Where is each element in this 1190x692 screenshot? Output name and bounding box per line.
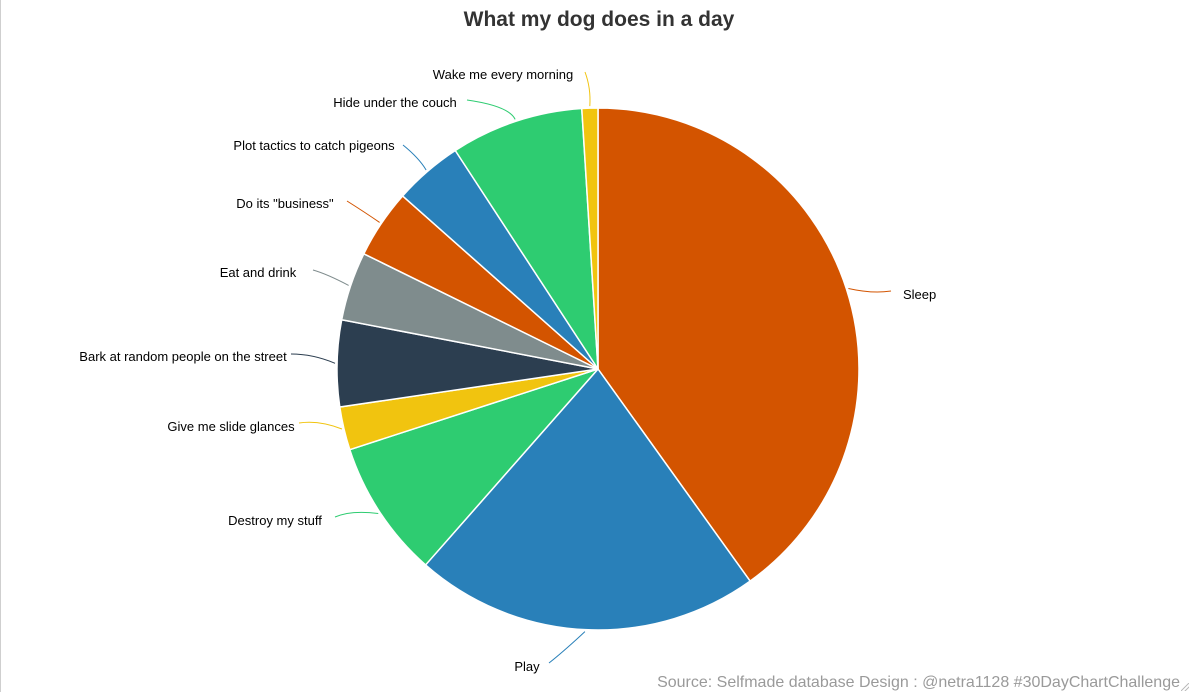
leader-line-hide-under-the-couch — [466, 99, 516, 120]
slice-label-play: Play — [514, 659, 540, 674]
pie-slice-hide-under-the-couch[interactable] — [454, 107, 599, 370]
leader-line-destroy-my-stuff — [334, 511, 379, 518]
leader-line-eat-and-drink — [312, 269, 349, 286]
pie-slice-wake-me-every-morning[interactable] — [581, 107, 599, 370]
resize-grip-icon — [1181, 683, 1189, 691]
source-credit: Source: Selfmade database Design : @netr… — [657, 674, 1180, 691]
slice-label-sleep: Sleep — [903, 287, 936, 302]
chart-title: What my dog does in a day — [463, 8, 735, 31]
pie-slice-sleep[interactable] — [597, 107, 860, 582]
slice-label-give-me-slide-glances: Give me slide glances — [167, 419, 295, 434]
slice-label-wake-me-every-morning: Wake me every morning — [433, 67, 573, 82]
pie-slice-play[interactable] — [424, 368, 751, 631]
slice-label-plot-tactics-to-catch-pigeons: Plot tactics to catch pigeons — [233, 138, 395, 153]
slice-label-destroy-my-stuff: Destroy my stuff — [228, 513, 322, 528]
slice-label-bark-at-random-people-on-the-street: Bark at random people on the street — [79, 349, 287, 364]
leader-line-give-me-slide-glances — [298, 421, 343, 430]
leader-line-sleep — [848, 288, 892, 293]
leader-line-wake-me-every-morning — [584, 71, 591, 107]
leader-line-plot-tactics-to-catch-pigeons — [402, 144, 427, 171]
leader-line-play — [548, 631, 586, 664]
slice-label-eat-and-drink: Eat and drink — [220, 265, 297, 280]
pie-slice-destroy-my-stuff[interactable] — [349, 368, 599, 566]
leader-line-bark-at-random-people-on-the-street — [290, 353, 336, 364]
leader-line-do-its-business — [346, 200, 380, 223]
slice-label-do-its-business: Do its "business" — [236, 196, 334, 211]
slice-label-hide-under-the-couch: Hide under the couch — [333, 95, 457, 110]
